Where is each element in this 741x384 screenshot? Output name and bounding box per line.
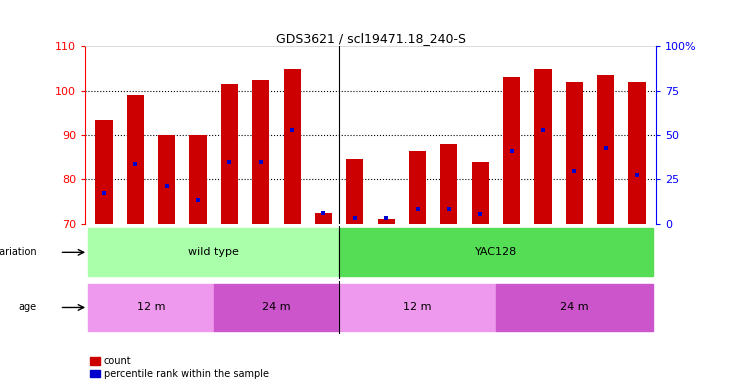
Text: 24 m: 24 m [262, 303, 290, 313]
Bar [628, 82, 645, 224]
Text: genotype/variation: genotype/variation [0, 247, 37, 257]
Text: 12 m: 12 m [403, 303, 432, 313]
Text: YAC128: YAC128 [475, 247, 517, 257]
Bar [127, 95, 144, 224]
Bar [252, 79, 270, 224]
Bar [315, 213, 332, 224]
Bar [378, 219, 395, 224]
Bar [88, 283, 213, 331]
Bar [565, 82, 583, 224]
Bar [339, 283, 496, 331]
Bar [597, 75, 614, 224]
Bar [471, 162, 489, 224]
Bar [88, 228, 339, 276]
Title: GDS3621 / scl19471.18_240-S: GDS3621 / scl19471.18_240-S [276, 32, 465, 45]
Bar [221, 84, 238, 224]
Bar [158, 135, 176, 224]
Bar [190, 135, 207, 224]
Bar [346, 159, 363, 224]
Text: age: age [19, 303, 37, 313]
Legend: count, percentile rank within the sample: count, percentile rank within the sample [90, 356, 269, 379]
Text: wild type: wild type [188, 247, 239, 257]
Bar [284, 69, 301, 224]
Bar [213, 283, 339, 331]
Text: 12 m: 12 m [137, 303, 165, 313]
Bar [503, 78, 520, 224]
Bar [440, 144, 457, 224]
Text: 24 m: 24 m [560, 303, 588, 313]
Bar [96, 119, 113, 224]
Bar [339, 228, 653, 276]
Bar [534, 69, 551, 224]
Bar [409, 151, 426, 224]
Bar [496, 283, 653, 331]
